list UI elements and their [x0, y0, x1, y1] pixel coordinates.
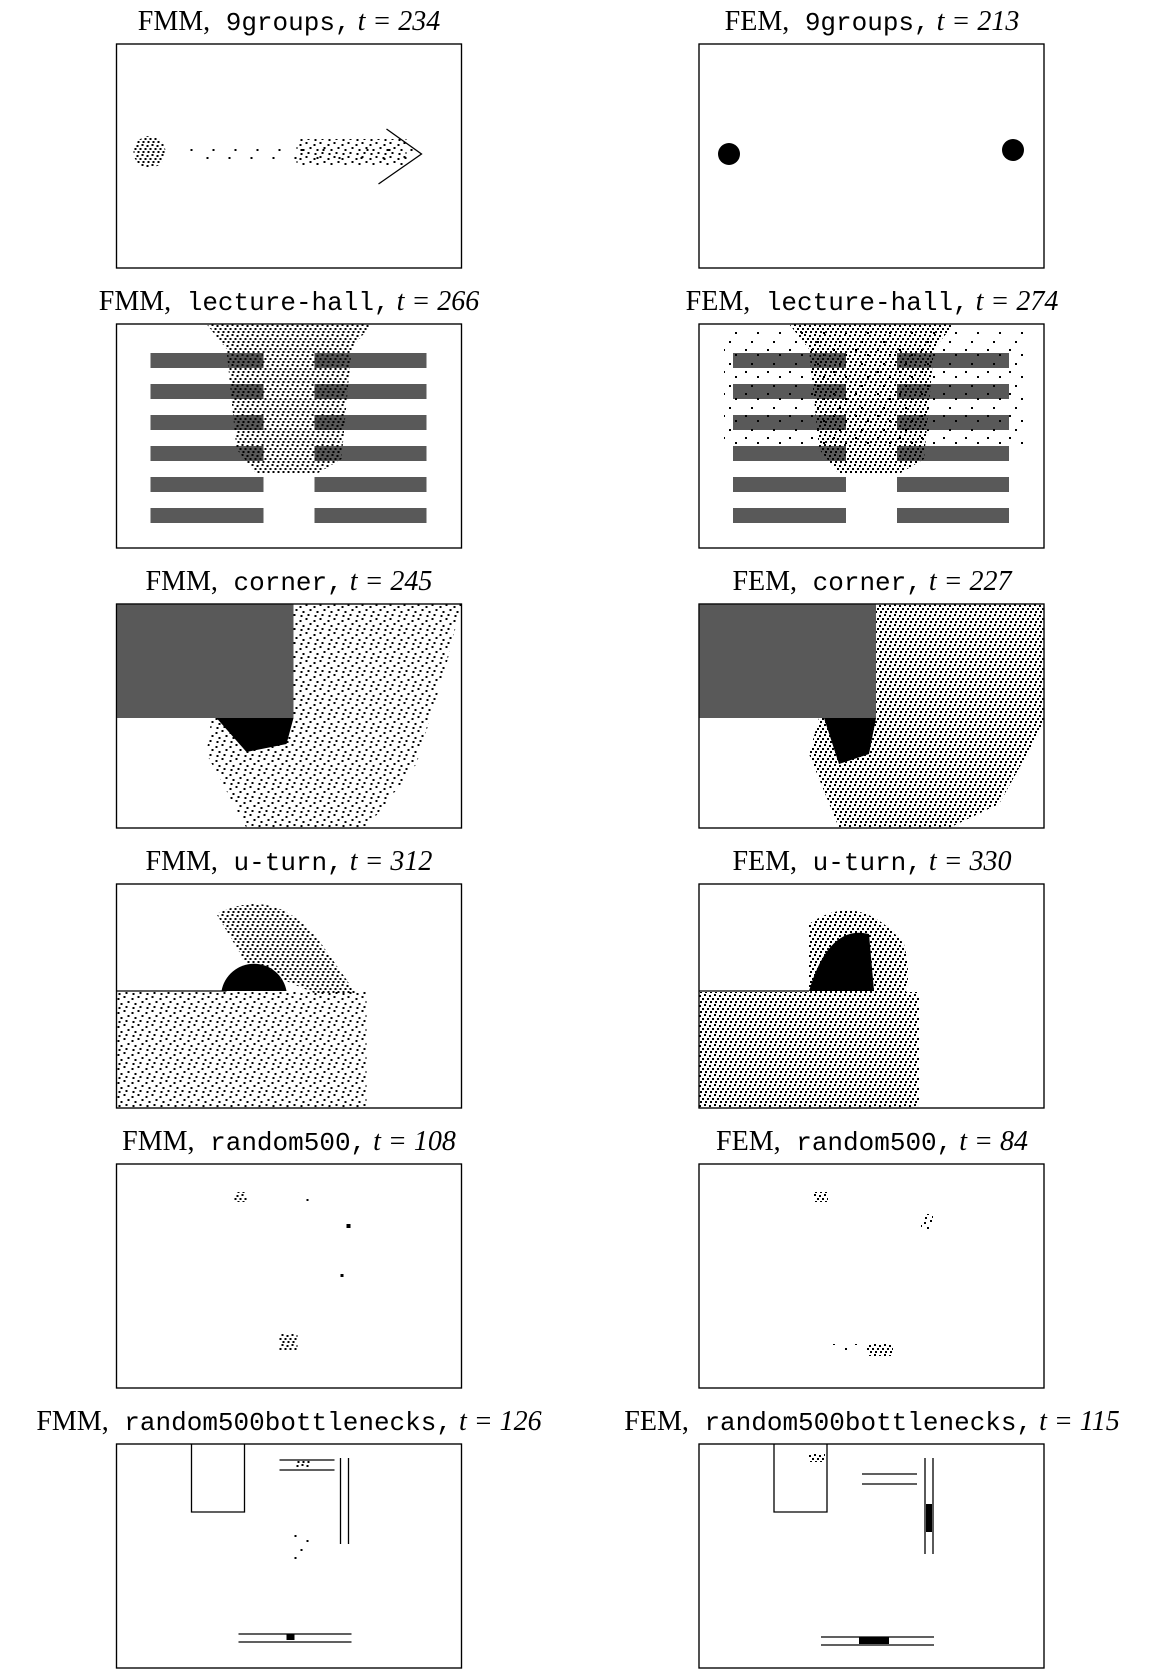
crowd-shape	[291, 1529, 315, 1559]
crowd-shape	[921, 1214, 933, 1230]
title-time: t = 115	[1032, 1406, 1120, 1437]
title-method: FEM,	[732, 846, 797, 877]
crowd-shape	[809, 1454, 825, 1462]
title-method: FEM,	[624, 1406, 689, 1437]
title-scenario: 9groups,	[789, 8, 929, 38]
panel-title: FMM, random500bottlenecks, t = 126	[36, 1406, 541, 1438]
title-time: t = 108	[366, 1126, 456, 1157]
crowd-shape	[151, 508, 264, 523]
crowd-shape	[280, 1334, 298, 1350]
title-time: t = 213	[930, 6, 1020, 37]
panel-title: FEM, random500, t = 84	[716, 1126, 1028, 1158]
crowd-shape	[814, 1192, 828, 1202]
title-time: t = 330	[922, 846, 1012, 877]
snapshot	[699, 1164, 1044, 1388]
crowd-shape	[235, 1192, 247, 1202]
title-time: t = 312	[343, 846, 433, 877]
panel-title: FMM, random500, t = 108	[122, 1126, 456, 1158]
panel-title: FEM, lecture-hall, t = 274	[686, 286, 1059, 318]
crowd-shape	[829, 1344, 869, 1352]
snapshot-frame	[699, 44, 1044, 268]
title-method: FEM,	[686, 286, 751, 317]
crowd-shape	[1002, 139, 1024, 161]
snapshot	[117, 1444, 462, 1668]
title-scenario: random500bottlenecks,	[109, 1408, 452, 1438]
title-scenario: 9groups,	[210, 8, 350, 38]
snapshot-frame	[699, 1444, 1044, 1668]
crowd-shape	[859, 1637, 889, 1644]
crowd-shape	[733, 508, 846, 523]
title-time: t = 274	[969, 286, 1059, 317]
title-method: FMM,	[146, 566, 218, 597]
panel-title: FEM, corner, t = 227	[732, 566, 1012, 598]
title-time: t = 234	[351, 6, 441, 37]
panel-title: FMM, u-turn, t = 312	[146, 846, 433, 878]
title-method: FEM,	[732, 566, 797, 597]
snapshot	[699, 604, 1044, 828]
crowd-shape	[315, 508, 427, 523]
snapshot-frame	[117, 1164, 462, 1388]
crowd-shape	[151, 477, 264, 492]
title-method: FMM,	[36, 1406, 108, 1437]
crowd-shape	[117, 604, 294, 718]
crowd-shape	[297, 139, 407, 165]
crowd-shape	[897, 477, 1009, 492]
snapshot	[699, 324, 1044, 548]
crowd-shape	[724, 329, 1029, 449]
panel-title: FEM, 9groups, t = 213	[725, 6, 1020, 38]
title-scenario: u-turn,	[797, 848, 922, 878]
crowd-shape	[869, 1344, 893, 1356]
title-time: t = 266	[390, 286, 480, 317]
crowd-shape	[341, 1274, 344, 1277]
title-scenario: random500bottlenecks,	[689, 1408, 1032, 1438]
title-scenario: u-turn,	[218, 848, 343, 878]
title-scenario: random500,	[781, 1128, 953, 1158]
crowd-shape	[287, 1634, 295, 1640]
title-scenario: random500,	[195, 1128, 367, 1158]
crowd-shape	[897, 508, 1009, 523]
title-time: t = 227	[922, 566, 1013, 597]
title-method: FMM,	[99, 286, 171, 317]
snapshot	[117, 44, 462, 268]
snapshot	[117, 884, 462, 1108]
title-method: FMM,	[146, 846, 218, 877]
title-scenario: lecture-hall,	[171, 288, 389, 318]
crowd-shape	[117, 992, 367, 1108]
title-time: t = 126	[452, 1406, 542, 1437]
snapshot	[699, 884, 1044, 1108]
crowd-shape	[142, 144, 158, 160]
title-method: FEM,	[716, 1126, 781, 1157]
title-time: t = 84	[952, 1126, 1028, 1157]
title-time: t = 245	[343, 566, 433, 597]
snapshot	[117, 1164, 462, 1388]
crowd-shape	[315, 477, 427, 492]
crowd-shape	[733, 477, 846, 492]
panel-title: FMM, lecture-hall, t = 266	[99, 286, 480, 318]
crowd-shape	[926, 1504, 932, 1532]
title-method: FEM,	[725, 6, 790, 37]
panel-title: FMM, 9groups, t = 234	[138, 6, 441, 38]
crowd-shape	[267, 324, 312, 464]
figure: FMM, 9groups, t = 234 FEM, 9groups, t = …	[0, 0, 1154, 1669]
snapshot	[699, 44, 1044, 268]
title-method: FMM,	[138, 6, 210, 37]
crowd-shape	[699, 604, 876, 718]
snapshot	[699, 1444, 1044, 1668]
title-scenario: lecture-hall,	[750, 288, 968, 318]
title-method: FMM,	[122, 1126, 194, 1157]
title-scenario: corner,	[218, 568, 343, 598]
panel-title: FEM, random500bottlenecks, t = 115	[624, 1406, 1119, 1438]
panel-title: FEM, u-turn, t = 330	[732, 846, 1011, 878]
crowd-shape	[307, 1199, 309, 1201]
snapshot	[117, 604, 462, 828]
snapshot	[117, 324, 462, 548]
crowd-shape	[297, 1460, 311, 1468]
crowd-shape	[718, 143, 740, 165]
panel-title: FMM, corner, t = 245	[146, 566, 433, 598]
crowd-shape	[347, 1224, 351, 1228]
title-scenario: corner,	[797, 568, 922, 598]
